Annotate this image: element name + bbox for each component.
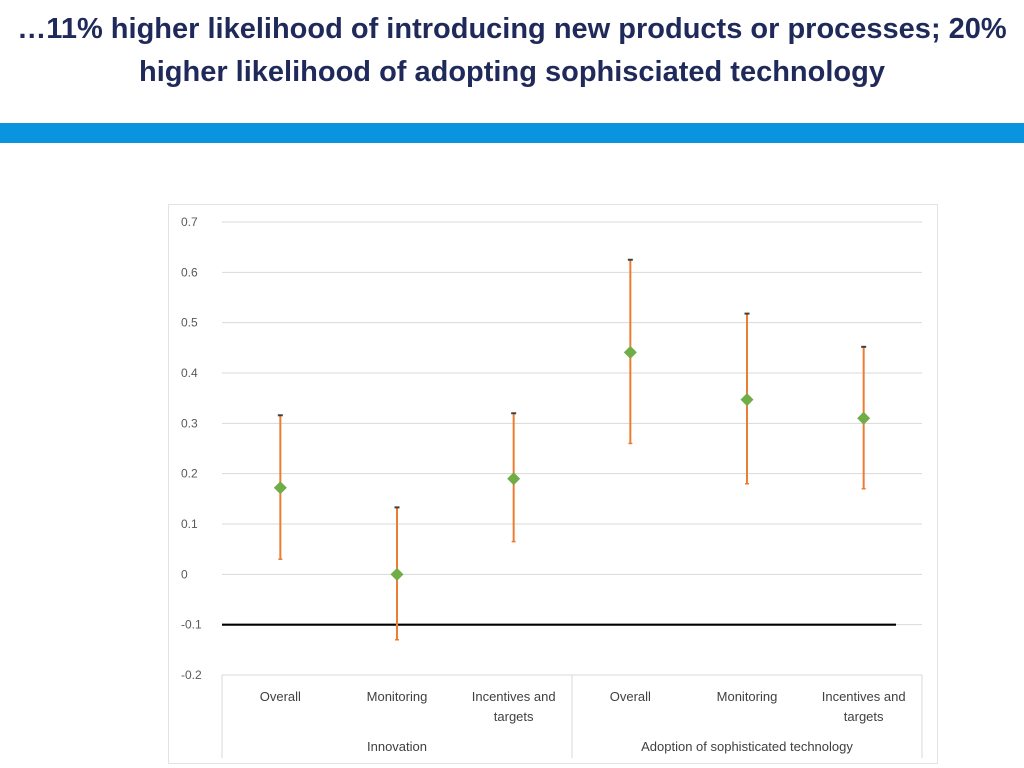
category-axis: Overall Monitoring Incentives and targets Ov… (221, 674, 923, 758)
category-label-line: targets (844, 709, 884, 724)
chart: 0.7 0.6 0.5 0.4 0.3 0.2 0.1 0 -0.1 -0.2 Overall Mo… (181, 215, 923, 758)
data-point-marker (740, 393, 754, 407)
y-tick-label: 0.7 (181, 215, 198, 229)
y-tick-label: 0.6 (181, 265, 198, 279)
y-tick-label: 0.3 (181, 416, 198, 430)
category-label: Monitoring (717, 689, 778, 704)
data-point-marker (390, 567, 404, 581)
data-point-marker (273, 481, 287, 495)
data-point-marker (507, 472, 521, 486)
group-label: Adoption of sophisticated technology (641, 739, 853, 754)
category-label: Incentives and targets (472, 689, 556, 724)
data-point-marker (623, 345, 637, 359)
category-label: Overall (610, 689, 651, 704)
slide-title: …11% higher likelihood of introducing ne… (10, 8, 1014, 94)
y-tick-label: 0.2 (181, 467, 198, 481)
data-point-marker (857, 411, 871, 425)
gridlines (222, 221, 922, 676)
category-label-line: Incentives and (472, 689, 556, 704)
error-bars (277, 258, 867, 641)
y-tick-label: 0.5 (181, 316, 198, 330)
category-label-line: targets (494, 709, 534, 724)
slide-title-line-2: higher likelihood of adopting sophisciat… (139, 56, 885, 88)
category-label: Incentives and targets (822, 689, 906, 724)
category-label: Monitoring (367, 689, 428, 704)
y-tick-label: 0.1 (181, 517, 198, 531)
accent-bar (0, 123, 1024, 143)
y-tick-label: -0.2 (181, 668, 202, 682)
y-tick-label: -0.1 (181, 618, 202, 632)
y-axis-ticks: 0.7 0.6 0.5 0.4 0.3 0.2 0.1 0 -0.1 -0.2 (181, 215, 202, 682)
category-label-line: Incentives and (822, 689, 906, 704)
chart-frame: 0.7 0.6 0.5 0.4 0.3 0.2 0.1 0 -0.1 -0.2 Overall Mo… (168, 204, 938, 764)
y-tick-label: 0 (181, 567, 188, 581)
category-label: Overall (260, 689, 301, 704)
slide-title-line-1: …11% higher likelihood of introducing ne… (17, 13, 1007, 45)
group-label: Innovation (367, 739, 427, 754)
y-tick-label: 0.4 (181, 366, 198, 380)
markers (273, 345, 871, 581)
